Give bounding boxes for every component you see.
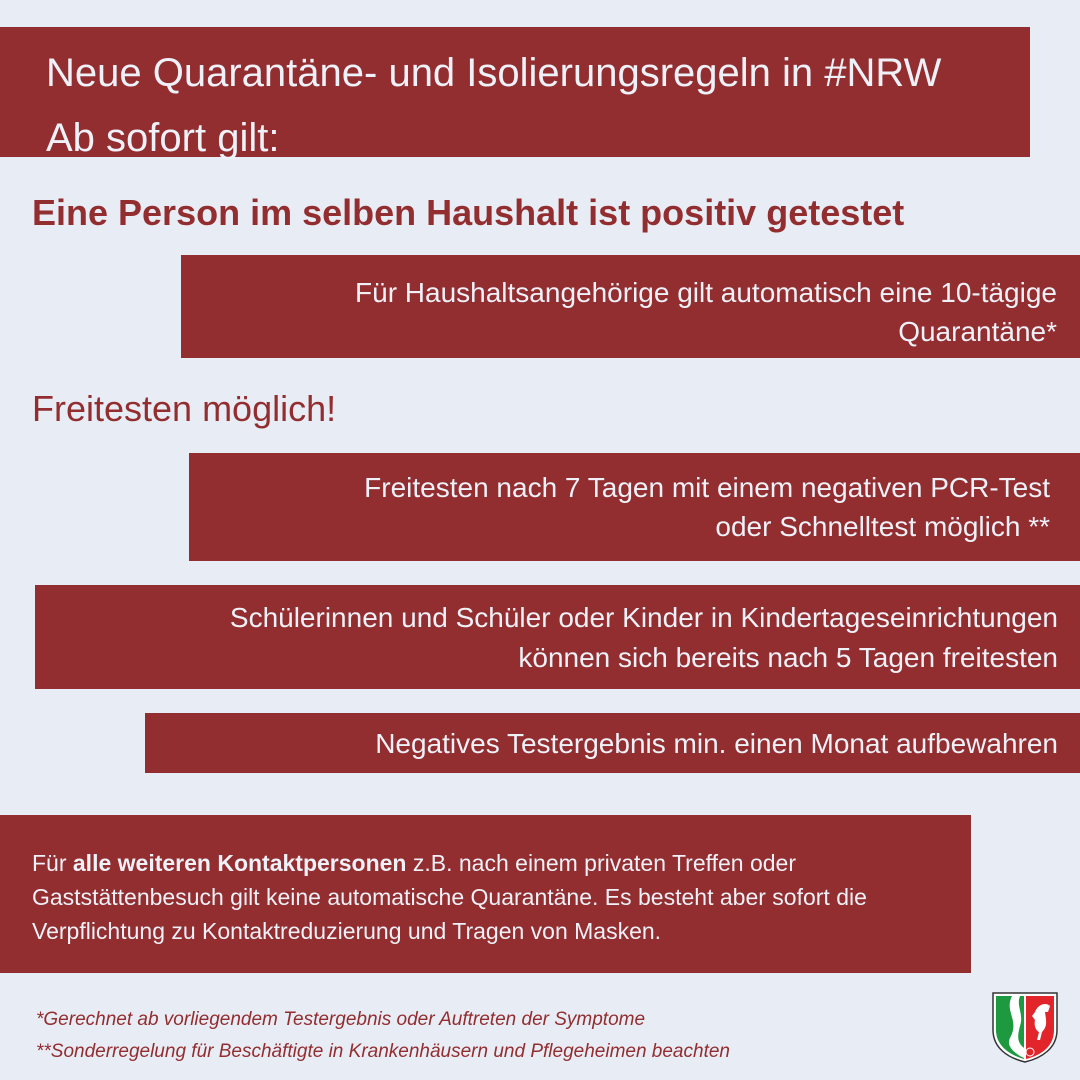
footnotes: *Gerechnet ab vorliegendem Testergebnis … [36,1004,730,1068]
title-banner: Neue Quarantäne- und Isolierungsregeln i… [0,27,1030,160]
box-line: Für Haushaltsangehörige gilt automatisch… [355,277,1057,308]
box-line: Freitesten nach 7 Tagen mit einem negati… [364,472,1050,503]
box-line: Quarantäne* [898,316,1057,347]
household-heading: Eine Person im selben Haushalt ist posit… [32,192,905,233]
box-line: oder Schnelltest möglich ** [715,511,1050,542]
footnote-1: *Gerechnet ab vorliegendem Testergebnis … [36,1009,646,1030]
contacts-prefix: Für [32,850,73,876]
box-line: können sich bereits nach 5 Tagen freites… [518,642,1058,673]
household-quarantine-box: Für Haushaltsangehörige gilt automatisch… [181,255,1080,358]
box-line: Schülerinnen und Schüler oder Kinder in … [229,602,1058,633]
nrw-coat-of-arms-icon [992,992,1058,1063]
keep-result-box: Negatives Testergebnis min. einen Monat … [145,713,1080,773]
test-release-heading: Freitesten möglich! [32,388,337,429]
title-line-1: Neue Quarantäne- und Isolierungsregeln i… [46,51,942,95]
box-line: Negatives Testergebnis min. einen Monat … [375,728,1058,759]
footnote-2: **Sonderregelung für Beschäftigte in Kra… [36,1041,730,1062]
title-line-2: Ab sofort gilt: [46,116,280,160]
students-box: Schülerinnen und Schüler oder Kinder in … [35,585,1080,689]
contacts-text: z.B. nach einem privaten Treffen oder Ga… [32,850,867,944]
contacts-box: Für alle weiteren Kontaktpersonen z.B. n… [0,815,971,973]
test-release-box: Freitesten nach 7 Tagen mit einem negati… [189,453,1080,561]
contacts-bold: alle weiteren Kontaktpersonen [72,850,407,876]
